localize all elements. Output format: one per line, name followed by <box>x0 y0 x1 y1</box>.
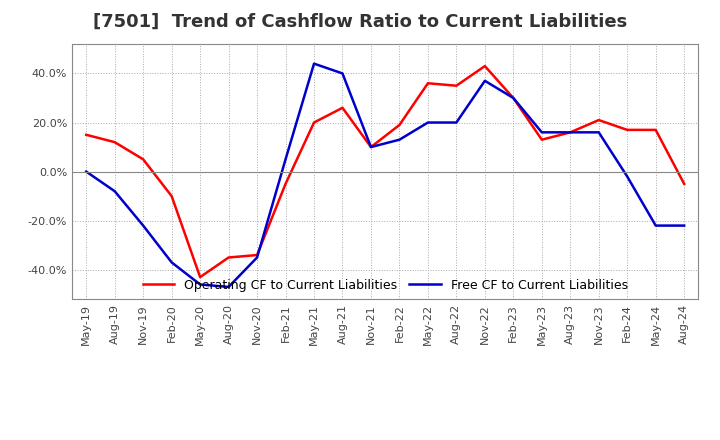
Operating CF to Current Liabilities <box>395 122 404 128</box>
Operating CF to Current Liabilities <box>167 194 176 199</box>
Free CF to Current Liabilities <box>423 120 432 125</box>
Free CF to Current Liabilities <box>282 157 290 162</box>
Free CF to Current Liabilities <box>310 61 318 66</box>
Operating CF to Current Liabilities <box>680 181 688 187</box>
Free CF to Current Liabilities <box>680 223 688 228</box>
Operating CF to Current Liabilities <box>623 127 631 132</box>
Free CF to Current Liabilities <box>566 130 575 135</box>
Free CF to Current Liabilities <box>652 223 660 228</box>
Operating CF to Current Liabilities <box>310 120 318 125</box>
Operating CF to Current Liabilities <box>595 117 603 123</box>
Free CF to Current Liabilities <box>110 189 119 194</box>
Operating CF to Current Liabilities <box>338 105 347 110</box>
Operating CF to Current Liabilities <box>566 130 575 135</box>
Free CF to Current Liabilities <box>225 284 233 290</box>
Free CF to Current Liabilities <box>366 144 375 150</box>
Operating CF to Current Liabilities <box>110 139 119 145</box>
Operating CF to Current Liabilities <box>366 144 375 150</box>
Operating CF to Current Liabilities <box>196 275 204 280</box>
Operating CF to Current Liabilities <box>652 127 660 132</box>
Operating CF to Current Liabilities <box>225 255 233 260</box>
Operating CF to Current Liabilities <box>82 132 91 137</box>
Free CF to Current Liabilities <box>595 130 603 135</box>
Free CF to Current Liabilities <box>82 169 91 174</box>
Free CF to Current Liabilities <box>139 223 148 228</box>
Free CF to Current Liabilities <box>452 120 461 125</box>
Free CF to Current Liabilities <box>338 71 347 76</box>
Operating CF to Current Liabilities <box>452 83 461 88</box>
Text: [7501]  Trend of Cashflow Ratio to Current Liabilities: [7501] Trend of Cashflow Ratio to Curren… <box>93 13 627 31</box>
Free CF to Current Liabilities <box>253 255 261 260</box>
Free CF to Current Liabilities <box>537 130 546 135</box>
Operating CF to Current Liabilities <box>423 81 432 86</box>
Free CF to Current Liabilities <box>623 174 631 179</box>
Free CF to Current Liabilities <box>480 78 489 84</box>
Operating CF to Current Liabilities <box>509 95 518 101</box>
Free CF to Current Liabilities <box>509 95 518 101</box>
Operating CF to Current Liabilities <box>253 253 261 258</box>
Line: Free CF to Current Liabilities: Free CF to Current Liabilities <box>86 64 684 287</box>
Operating CF to Current Liabilities <box>537 137 546 142</box>
Line: Operating CF to Current Liabilities: Operating CF to Current Liabilities <box>86 66 684 277</box>
Legend: Operating CF to Current Liabilities, Free CF to Current Liabilities: Operating CF to Current Liabilities, Fre… <box>136 272 634 298</box>
Free CF to Current Liabilities <box>196 282 204 287</box>
Operating CF to Current Liabilities <box>139 157 148 162</box>
Free CF to Current Liabilities <box>395 137 404 142</box>
Operating CF to Current Liabilities <box>282 181 290 187</box>
Free CF to Current Liabilities <box>167 260 176 265</box>
Operating CF to Current Liabilities <box>480 63 489 69</box>
